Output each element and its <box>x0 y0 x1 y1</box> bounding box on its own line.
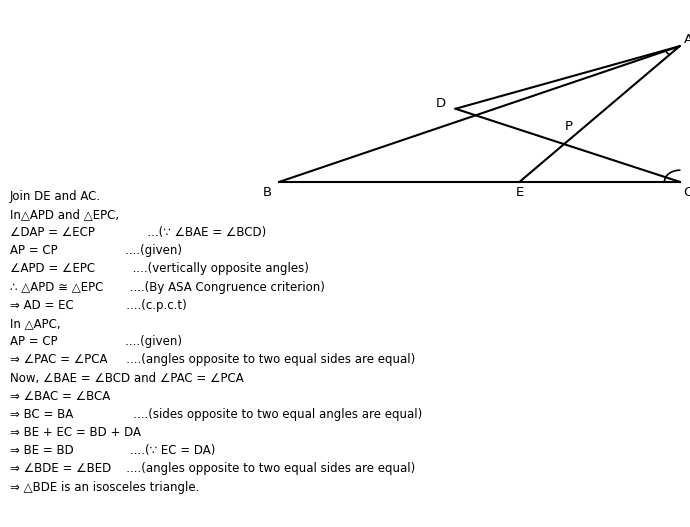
Text: AP = CP                  ....(given): AP = CP ....(given) <box>10 245 181 257</box>
Text: C: C <box>683 186 690 199</box>
Text: P: P <box>564 120 573 133</box>
Text: In △APC,: In △APC, <box>10 317 60 330</box>
Text: Join DE and AC.: Join DE and AC. <box>10 190 101 203</box>
Text: ∠APD = ∠EPC          ....(vertically opposite angles): ∠APD = ∠EPC ....(vertically opposite ang… <box>10 262 308 276</box>
Text: Now, ∠BAE = ∠BCD and ∠PAC = ∠PCA: Now, ∠BAE = ∠BCD and ∠PAC = ∠PCA <box>10 372 244 385</box>
Text: ⇒ AD = EC              ....(c.p.c.t): ⇒ AD = EC ....(c.p.c.t) <box>10 299 186 312</box>
Text: ⇒ BE = BD               ....(∵ EC = DA): ⇒ BE = BD ....(∵ EC = DA) <box>10 444 215 457</box>
Text: D: D <box>435 97 446 110</box>
Text: In△APD and △EPC,: In△APD and △EPC, <box>10 208 119 221</box>
Text: E: E <box>515 186 524 199</box>
Text: ⇒ ∠BAC = ∠BCA: ⇒ ∠BAC = ∠BCA <box>10 390 110 403</box>
Text: ⇒ BC = BA                ....(sides opposite to two equal angles are equal): ⇒ BC = BA ....(sides opposite to two equ… <box>10 408 422 421</box>
Text: ⇒ BE + EC = BD + DA: ⇒ BE + EC = BD + DA <box>10 426 141 439</box>
Text: ∴ △APD ≅ △EPC       ....(By ASA Congruence criterion): ∴ △APD ≅ △EPC ....(By ASA Congruence cri… <box>10 280 324 294</box>
Text: ⇒ ∠BDE = ∠BED    ....(angles opposite to two equal sides are equal): ⇒ ∠BDE = ∠BED ....(angles opposite to tw… <box>10 463 415 475</box>
Text: ⇒ △BDE is an isosceles triangle.: ⇒ △BDE is an isosceles triangle. <box>10 481 199 494</box>
Text: B: B <box>262 186 272 199</box>
Text: ⇒ ∠PAC = ∠PCA     ....(angles opposite to two equal sides are equal): ⇒ ∠PAC = ∠PCA ....(angles opposite to tw… <box>10 353 415 366</box>
Text: A: A <box>684 33 690 46</box>
Text: ∠DAP = ∠ECP              ...(∵ ∠BAE = ∠BCD): ∠DAP = ∠ECP ...(∵ ∠BAE = ∠BCD) <box>10 226 266 239</box>
Text: AP = CP                  ....(given): AP = CP ....(given) <box>10 335 181 348</box>
